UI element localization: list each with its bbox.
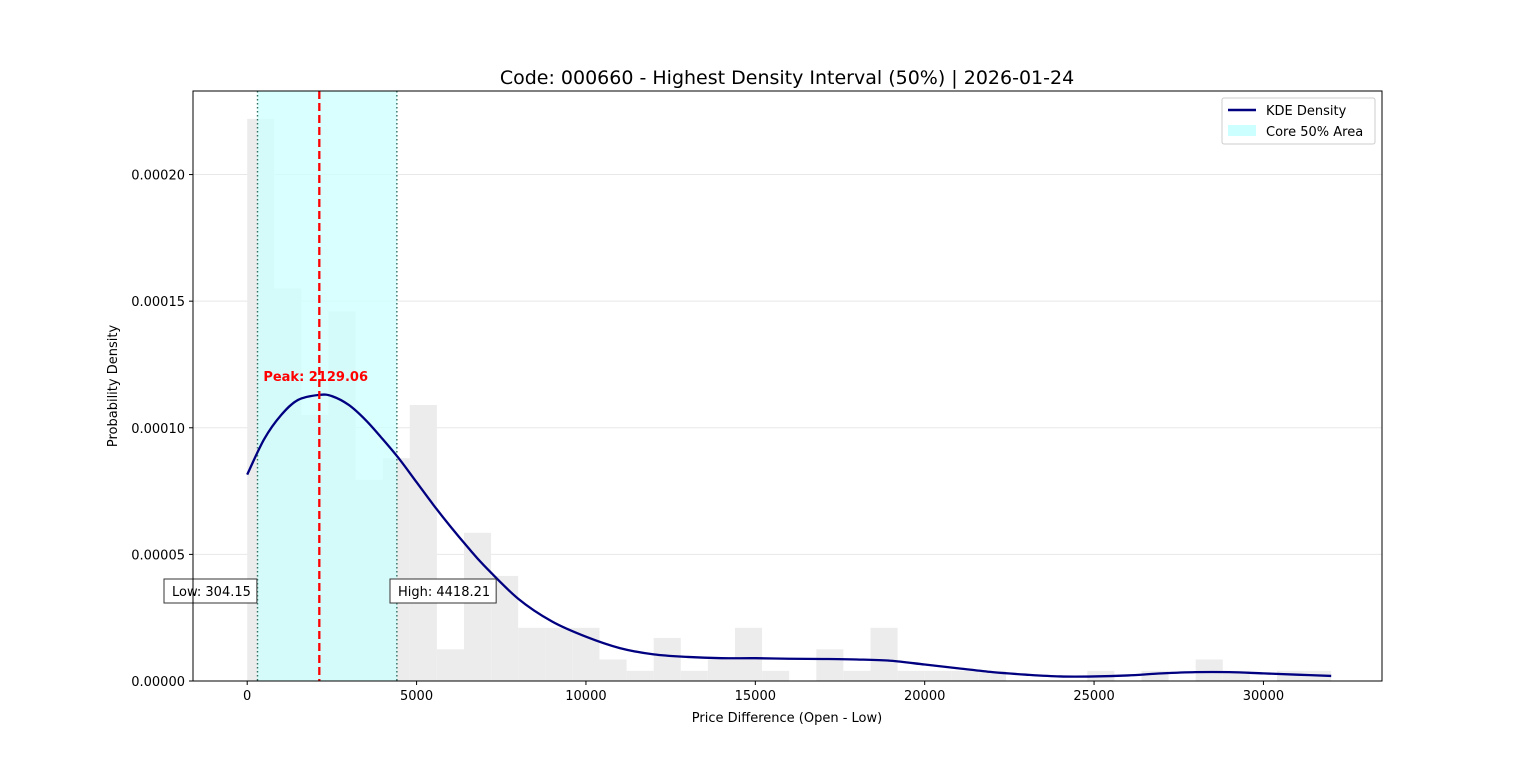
svg-text:High: 4418.21: High: 4418.21 xyxy=(398,585,490,600)
histogram-bar xyxy=(816,649,844,681)
svg-text:Low: 304.15: Low: 304.15 xyxy=(172,585,251,600)
hdi-low-label: Low: 304.15 xyxy=(163,578,258,604)
histogram-bar xyxy=(897,670,925,681)
histogram-bar xyxy=(924,670,952,681)
y-tick-label: 0.00015 xyxy=(131,295,185,310)
histogram-bar xyxy=(843,670,871,681)
x-tick-label: 15000 xyxy=(735,689,776,704)
x-tick-label: 25000 xyxy=(1073,689,1114,704)
histogram-bar xyxy=(545,627,573,681)
core-area-band xyxy=(257,91,397,681)
chart-title: Code: 000660 - Highest Density Interval … xyxy=(500,67,1074,89)
x-tick-label: 0 xyxy=(243,689,251,704)
histogram-bar xyxy=(762,670,790,681)
histogram-bar xyxy=(599,659,627,681)
histogram-bar xyxy=(463,532,492,681)
x-axis: 0 5000 10000 15000 20000 25000 30000 xyxy=(243,681,1284,704)
y-tick-label: 0.00000 xyxy=(131,675,185,690)
legend-kde-label: KDE Density xyxy=(1266,104,1347,119)
y-tick-label: 0.00005 xyxy=(131,548,185,563)
legend-box xyxy=(1221,97,1376,145)
x-tick-label: 5000 xyxy=(400,689,433,704)
histogram-bar xyxy=(1195,659,1223,681)
histogram-bar xyxy=(978,670,1006,681)
histogram-bar xyxy=(1222,670,1250,681)
y-tick-label: 0.00010 xyxy=(131,422,185,437)
x-tick-label: 20000 xyxy=(904,689,945,704)
histogram-bar xyxy=(518,627,546,681)
hdi-high-label: High: 4418.21 xyxy=(389,578,497,604)
histogram-bar xyxy=(409,404,437,681)
legend-core-area-swatch xyxy=(1228,125,1256,136)
histogram-bar xyxy=(707,659,735,681)
y-axis: 0.00000 0.00005 0.00010 0.00015 0.00020 xyxy=(131,169,193,690)
x-tick-label: 30000 xyxy=(1243,689,1284,704)
legend-core-area-label: Core 50% Area xyxy=(1266,125,1363,140)
histogram-bar xyxy=(951,670,979,681)
histogram-bar xyxy=(870,627,898,681)
plot-frame xyxy=(192,90,1383,682)
x-tick-label: 10000 xyxy=(565,689,606,704)
histogram-bar xyxy=(1276,670,1305,681)
kde-density-line xyxy=(246,393,1332,678)
y-tick-label: 0.00020 xyxy=(131,169,185,184)
histogram-bar xyxy=(653,637,681,681)
histogram-bar xyxy=(680,670,708,681)
histogram-bar xyxy=(734,627,763,681)
histogram-bar xyxy=(1141,670,1169,681)
y-axis-label: Probability Density xyxy=(106,325,121,448)
histogram-bar xyxy=(436,649,464,681)
x-axis-label: Price Difference (Open - Low) xyxy=(692,711,882,726)
peak-label: Peak: 2129.06 xyxy=(263,370,368,385)
histogram-bar xyxy=(626,670,654,681)
legend: KDE Density Core 50% Area xyxy=(1221,97,1376,145)
plot-area: Peak: 2129.06 Low: 304.15 High: 4418.21 xyxy=(163,91,1382,682)
